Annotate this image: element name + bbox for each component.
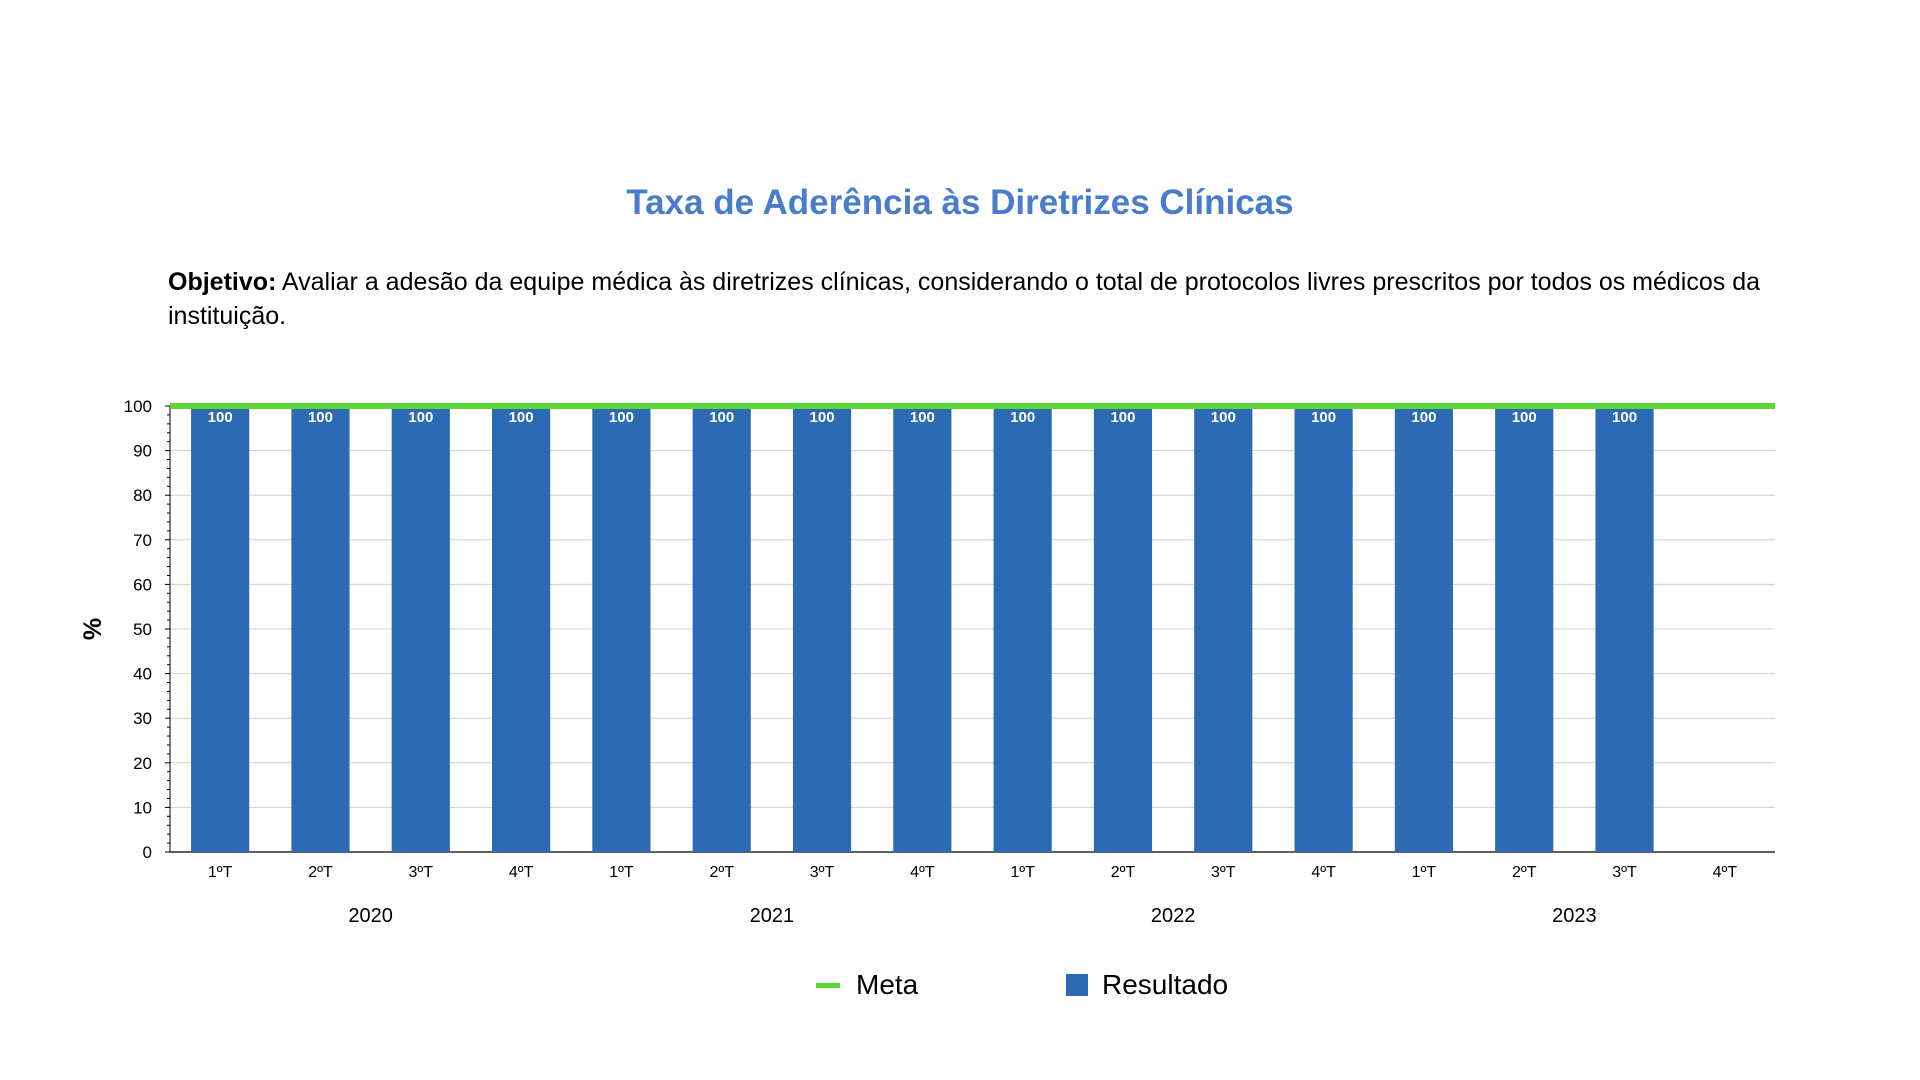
legend-resultado-swatch bbox=[1066, 974, 1088, 996]
x-tick-label: 1ºT bbox=[609, 864, 634, 881]
chart-title: Taxa de Aderência às Diretrizes Clínicas bbox=[626, 183, 1294, 222]
bar-resultado bbox=[1294, 406, 1353, 852]
objective-text: Objetivo: Avaliar a adesão da equipe méd… bbox=[168, 265, 1788, 333]
bar-resultado bbox=[1595, 406, 1654, 852]
y-axis-label: % bbox=[79, 618, 107, 640]
bar-resultado bbox=[1495, 406, 1554, 852]
legend-meta-label: Meta bbox=[856, 969, 919, 1000]
bar-data-label: 100 bbox=[509, 409, 534, 426]
bar-resultado bbox=[191, 406, 250, 852]
x-tick-label: 3ºT bbox=[1612, 864, 1637, 881]
x-tick-label: 4ºT bbox=[910, 864, 935, 881]
y-tick-label: 20 bbox=[133, 754, 152, 773]
x-group-label: 2023 bbox=[1552, 905, 1597, 927]
y-tick-label: 30 bbox=[133, 709, 152, 728]
bar-chart: 0 10 20 30 40 50 60 70 80 90 100% 100 100 100 100 100 10… bbox=[79, 397, 1775, 927]
x-tick-label: 2ºT bbox=[1512, 864, 1537, 881]
y-tick-label: 0 bbox=[143, 843, 152, 862]
x-tick-label: 4ºT bbox=[509, 864, 534, 881]
x-tick-label: 1ºT bbox=[208, 864, 233, 881]
bar-resultado bbox=[1093, 406, 1153, 852]
y-tick-label: 50 bbox=[133, 620, 152, 639]
x-tick-label: 2ºT bbox=[308, 864, 333, 881]
bar-resultado bbox=[792, 406, 852, 852]
x-tick-label: 4ºT bbox=[1713, 864, 1738, 881]
y-tick-label: 100 bbox=[124, 397, 152, 416]
bar-data-label: 100 bbox=[1512, 409, 1537, 426]
bar-data-label: 100 bbox=[1311, 409, 1336, 426]
bar-data-label: 100 bbox=[1211, 409, 1236, 426]
bar-data-label: 100 bbox=[408, 409, 433, 426]
legend-item-resultado: Resultado bbox=[1066, 965, 1228, 1005]
bar-data-label: 100 bbox=[609, 409, 634, 426]
objective-label: Objetivo: bbox=[168, 268, 277, 296]
bar-data-label: 100 bbox=[1612, 409, 1637, 426]
bar-data-label: 100 bbox=[810, 409, 835, 426]
x-tick-label: 3ºT bbox=[409, 864, 434, 881]
y-tick-label: 40 bbox=[133, 665, 152, 684]
x-tick-label: 3ºT bbox=[1211, 864, 1236, 881]
bar-data-label: 100 bbox=[208, 409, 233, 426]
x-tick-label: 1ºT bbox=[1010, 864, 1035, 881]
x-tick-label: 3ºT bbox=[810, 864, 835, 881]
bar-resultado bbox=[993, 406, 1052, 852]
y-tick-label: 80 bbox=[133, 486, 152, 505]
bar-resultado bbox=[492, 406, 551, 852]
objective-description: Avaliar a adesão da equipe médica às dir… bbox=[168, 268, 1761, 330]
y-tick-label: 90 bbox=[133, 442, 152, 461]
x-tick-label: 1ºT bbox=[1412, 864, 1437, 881]
legend-item-meta: Meta bbox=[816, 965, 918, 1005]
x-group-label: 2021 bbox=[750, 905, 795, 927]
bar-data-label: 100 bbox=[910, 409, 935, 426]
bar-resultado bbox=[692, 406, 751, 852]
y-tick-label: 60 bbox=[133, 575, 152, 594]
chart-legend: Meta Resultado bbox=[0, 965, 1920, 1005]
bar-resultado bbox=[1194, 406, 1253, 852]
x-tick-label: 2ºT bbox=[709, 864, 734, 881]
bar-resultado bbox=[1394, 406, 1453, 852]
bar-data-label: 100 bbox=[308, 409, 333, 426]
legend-meta-swatch bbox=[816, 982, 840, 988]
legend-resultado-label: Resultado bbox=[1102, 969, 1229, 1000]
bar-data-label: 100 bbox=[1010, 409, 1035, 426]
bar-resultado bbox=[893, 406, 952, 852]
y-tick-label: 10 bbox=[133, 798, 152, 817]
bar-data-label: 100 bbox=[1411, 409, 1436, 426]
x-group-label: 2022 bbox=[1151, 905, 1196, 927]
bar-resultado bbox=[291, 406, 350, 852]
bar-data-label: 100 bbox=[709, 409, 734, 426]
bar-data-label: 100 bbox=[1110, 409, 1135, 426]
x-tick-label: 4ºT bbox=[1311, 864, 1336, 881]
y-tick-label: 70 bbox=[133, 531, 152, 550]
bar-resultado bbox=[391, 406, 450, 852]
bar-resultado bbox=[592, 406, 651, 852]
x-tick-label: 2ºT bbox=[1111, 864, 1136, 881]
x-group-label: 2020 bbox=[348, 905, 393, 927]
